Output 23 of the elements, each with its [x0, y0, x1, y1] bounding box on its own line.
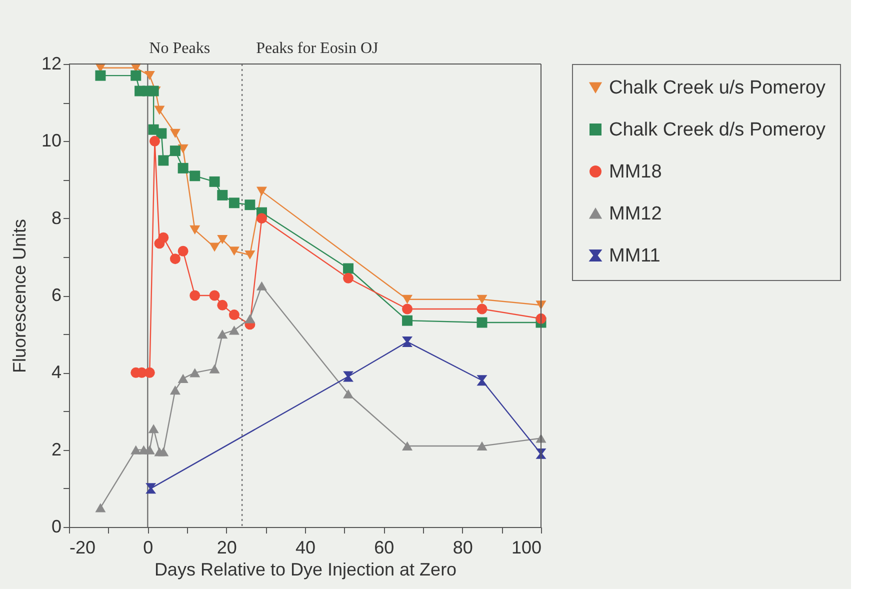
text: Peaks for Eosin OJ [256, 40, 378, 57]
y-axis-title: Fluorescence Units [9, 218, 30, 374]
y-tick-label: 10 [41, 130, 62, 151]
x-tick-label: 100 [511, 538, 542, 558]
x-tick-label: 60 [374, 538, 394, 558]
legend-label: Chalk Creek u/s Pomeroy [609, 78, 826, 98]
x-tick-label: 20 [216, 538, 237, 558]
x-tick-label: -20 [70, 538, 96, 558]
legend-label: Chalk Creek d/s Pomeroy [609, 120, 826, 140]
y-tick-label: 2 [51, 439, 62, 460]
legend-label: MM12 [609, 204, 662, 224]
y-tick-label: 0 [51, 516, 62, 536]
y-tick-label: 4 [51, 362, 62, 382]
legend-label: MM11 [609, 246, 660, 266]
legend-label: MM18 [609, 162, 662, 182]
x-tick-label: 0 [143, 538, 154, 558]
x-tick-label: 80 [452, 538, 473, 558]
text: No Peaks [149, 40, 210, 57]
y-tick-label: 6 [51, 285, 62, 305]
y-tick-label: 8 [51, 208, 62, 228]
x-axis-title: Days Relative to Dye Injection at Zero [154, 560, 457, 580]
y-tick-label: 12 [41, 54, 62, 74]
x-tick-label: 40 [295, 538, 316, 558]
